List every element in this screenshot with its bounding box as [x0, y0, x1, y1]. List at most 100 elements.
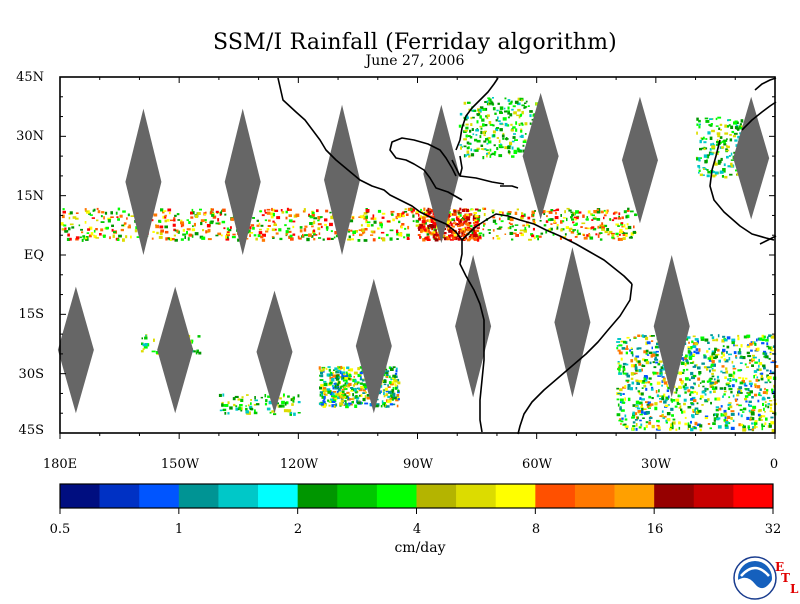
- rain-cell: [319, 402, 322, 406]
- rain-cell: [258, 222, 261, 225]
- rain-cell: [466, 150, 470, 154]
- rain-cell: [140, 350, 144, 353]
- rain-cell: [398, 213, 403, 217]
- rain-cell: [680, 408, 683, 412]
- rain-cell: [473, 237, 478, 241]
- rain-cell: [684, 383, 687, 387]
- rain-cell: [726, 125, 729, 128]
- rain-cell: [554, 216, 559, 220]
- rain-cell: [520, 216, 524, 220]
- rain-cell: [370, 224, 374, 227]
- rain-cell: [519, 229, 524, 232]
- rain-cell: [171, 238, 175, 241]
- rain-cell: [463, 235, 466, 238]
- rain-cell: [622, 370, 625, 373]
- rain-cell: [751, 428, 755, 431]
- rain-cell: [266, 208, 271, 211]
- rain-cell: [674, 405, 678, 408]
- rain-cell: [91, 217, 95, 219]
- rain-cell: [274, 209, 279, 212]
- rain-cell: [483, 224, 485, 227]
- rain-cell: [332, 391, 337, 393]
- rain-cell: [707, 357, 712, 360]
- rain-cell: [630, 351, 634, 355]
- rain-cell: [696, 423, 701, 426]
- rain-cell: [747, 344, 749, 346]
- rain-cell: [391, 398, 394, 401]
- rain-cell: [729, 379, 732, 382]
- rain-cell: [231, 235, 236, 239]
- rain-cell: [422, 225, 426, 228]
- rain-cell: [486, 154, 488, 158]
- rain-cell: [653, 351, 657, 355]
- rain-cell: [386, 220, 391, 223]
- coastline-south-america-east: [517, 283, 633, 435]
- rain-cell: [334, 385, 337, 388]
- rain-cell: [293, 412, 296, 416]
- rain-cell: [565, 226, 569, 229]
- rain-cell: [395, 387, 398, 390]
- rain-cell: [656, 419, 660, 423]
- rain-cell: [396, 378, 400, 382]
- rain-cell: [304, 234, 308, 237]
- rain-cell: [217, 218, 220, 222]
- rain-cell: [642, 417, 645, 419]
- rain-cell: [724, 425, 729, 429]
- rain-cell: [662, 416, 666, 419]
- rain-cell: [651, 346, 653, 350]
- rain-cell: [170, 237, 172, 241]
- rain-cell: [364, 402, 369, 405]
- rain-cell: [469, 213, 472, 216]
- rain-cell: [582, 214, 585, 218]
- rain-cell: [739, 123, 742, 126]
- rain-cell: [247, 411, 251, 415]
- rain-cell: [84, 237, 88, 240]
- rain-cell: [521, 123, 524, 126]
- rain-cell: [472, 133, 475, 136]
- etl-letter: E: [775, 560, 785, 574]
- rain-cell: [346, 382, 350, 386]
- lat-label-eq: EQ: [23, 248, 44, 263]
- rain-cell: [267, 395, 271, 398]
- rain-cell: [418, 213, 420, 217]
- rain-cell: [429, 210, 432, 214]
- rain-cell: [163, 215, 167, 219]
- rain-cell: [702, 385, 705, 388]
- rain-cell: [479, 234, 482, 237]
- rain-cell: [523, 139, 527, 142]
- rain-cell: [245, 407, 248, 411]
- rain-cell: [463, 230, 467, 233]
- rain-cell: [771, 388, 774, 391]
- rain-cell: [484, 124, 488, 127]
- rain-cell: [320, 403, 324, 406]
- rain-cell: [118, 234, 122, 238]
- rain-cell: [672, 399, 676, 402]
- rain-cell: [402, 211, 405, 214]
- rain-cell: [324, 223, 327, 226]
- rain-cell: [466, 238, 471, 242]
- rain-cell: [507, 116, 510, 119]
- rain-cell: [758, 392, 761, 395]
- rain-cell: [634, 405, 638, 407]
- rain-cell: [506, 212, 509, 216]
- rain-cell: [383, 395, 386, 398]
- rain-cell: [111, 228, 114, 232]
- rain-cell: [341, 397, 344, 400]
- rain-cell: [638, 392, 641, 395]
- rain-cell: [599, 224, 602, 227]
- rain-cell: [379, 223, 383, 227]
- rain-cell: [262, 233, 266, 237]
- rain-cell: [426, 209, 429, 213]
- rain-cell: [710, 123, 713, 126]
- rain-cell: [621, 347, 626, 350]
- rain-cell: [483, 130, 487, 133]
- rain-cell: [273, 223, 277, 226]
- rain-cell: [278, 404, 282, 408]
- rain-cell: [751, 358, 754, 363]
- rain-cell: [291, 403, 294, 406]
- rain-cell: [649, 383, 653, 386]
- rain-cell: [649, 403, 654, 406]
- rain-cell: [616, 387, 619, 390]
- rain-cell: [264, 394, 267, 398]
- rain-cell: [362, 232, 364, 235]
